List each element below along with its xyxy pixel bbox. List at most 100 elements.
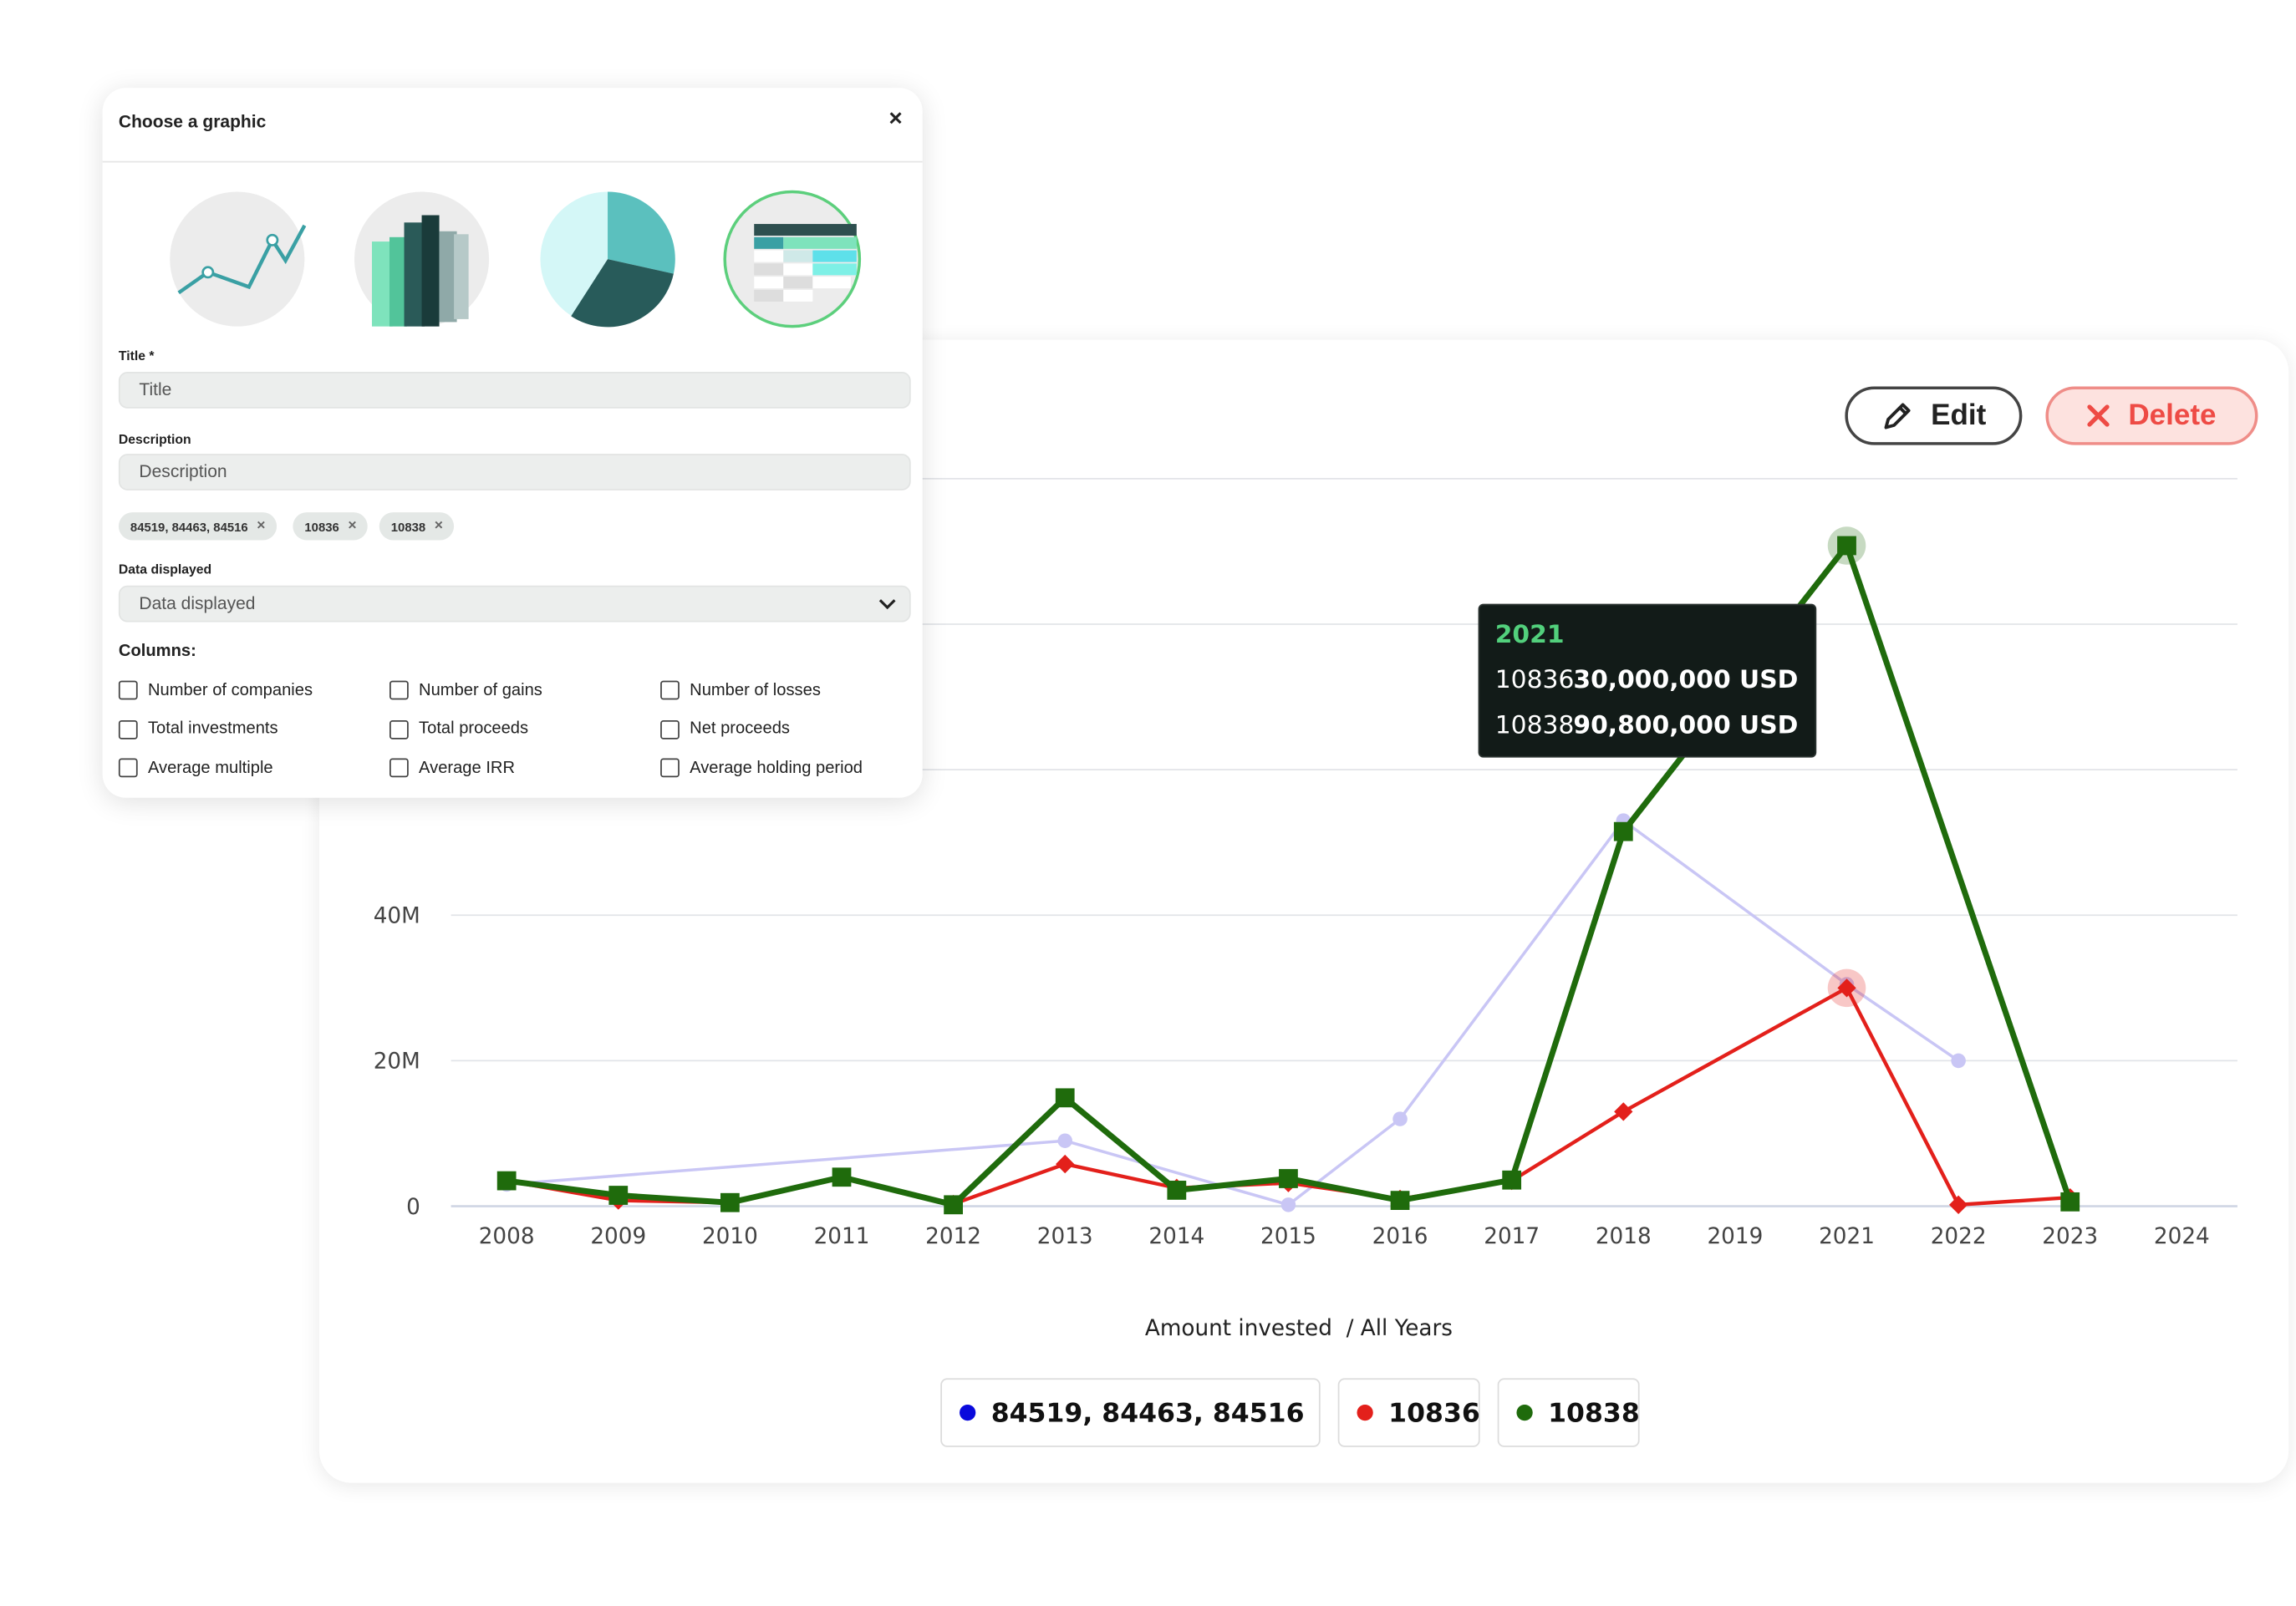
legend-label: 84519, 84463, 84516	[991, 1398, 1305, 1428]
x-tick-label: 2018	[1596, 1224, 1652, 1249]
x-tick-label: 2023	[2042, 1224, 2098, 1249]
delete-button[interactable]: Delete	[2045, 386, 2258, 445]
point	[1055, 1088, 1075, 1108]
tooltip-value: 90,800,000 USD	[1573, 710, 1798, 739]
checkbox-label: Total proceeds	[419, 719, 529, 738]
data-displayed-label: Data displayed	[118, 562, 212, 577]
checkbox[interactable]	[118, 758, 138, 778]
point	[1057, 1133, 1072, 1148]
tag-chip[interactable]: 10838 ×	[379, 512, 455, 541]
bar-option[interactable]	[354, 191, 490, 327]
point	[2060, 1192, 2080, 1212]
legend-dot	[1357, 1404, 1373, 1421]
checkbox-label: Net proceeds	[690, 719, 790, 738]
checkbox-label: Average multiple	[147, 759, 273, 777]
legend-label: 10838	[1548, 1398, 1640, 1428]
description-label: Description	[118, 431, 191, 447]
legend-item[interactable]: 10836	[1337, 1378, 1480, 1447]
point	[1837, 978, 1856, 998]
point	[720, 1192, 740, 1212]
checkbox[interactable]	[660, 719, 680, 739]
checkbox[interactable]	[389, 719, 409, 739]
column-checkbox[interactable]: Net proceeds	[660, 719, 790, 739]
title-label: Title *	[118, 348, 155, 363]
column-checkbox[interactable]: Total investments	[118, 719, 278, 739]
series-line	[507, 819, 1960, 1207]
legend-dot	[960, 1404, 976, 1421]
checkbox[interactable]	[660, 758, 680, 778]
column-checkbox[interactable]: Number of companies	[118, 680, 313, 700]
tag-remove[interactable]: ×	[348, 518, 357, 535]
x-tick-label: 2014	[1148, 1224, 1204, 1249]
tag-remove[interactable]: ×	[434, 518, 443, 535]
close-button[interactable]: ×	[888, 106, 903, 132]
legend-box	[940, 1378, 1321, 1447]
point	[1279, 1169, 1298, 1188]
x-tick-label: 2017	[1484, 1224, 1540, 1249]
edit-label: Edit	[1931, 399, 1987, 431]
x-tick-label: 2015	[1260, 1224, 1316, 1249]
column-checkbox[interactable]: Average IRR	[389, 758, 515, 778]
description-input[interactable]: Description	[118, 454, 911, 490]
tag-remove[interactable]: ×	[257, 518, 266, 535]
point	[1502, 1170, 1522, 1190]
x-tick-label: 2021	[1819, 1224, 1875, 1249]
edit-button[interactable]: Edit	[1845, 386, 2023, 445]
y-tick-label: 20M	[374, 1049, 420, 1075]
legend-box	[1337, 1378, 1480, 1447]
checkbox[interactable]	[118, 680, 138, 700]
tag-chip[interactable]: 84519, 84463, 84516 ×	[118, 512, 277, 541]
point	[1280, 1197, 1296, 1212]
checkbox-label: Number of companies	[147, 681, 313, 699]
y-tick-label: 40M	[374, 904, 420, 929]
checkbox[interactable]	[660, 680, 680, 700]
line-option[interactable]	[170, 191, 307, 327]
dialog-header	[102, 88, 923, 163]
pencil-icon	[1883, 403, 1910, 429]
x-tick-label: 2008	[479, 1224, 535, 1249]
legend-label: 10836	[1388, 1398, 1480, 1428]
checkbox[interactable]	[389, 758, 409, 778]
delete-label: Delete	[2128, 399, 2217, 431]
point	[1951, 1053, 1966, 1069]
series	[499, 813, 1966, 1212]
checkbox-label: Average holding period	[690, 759, 863, 777]
tag-text: 84519, 84463, 84516	[130, 519, 248, 534]
x-tick-label: 2013	[1037, 1224, 1093, 1249]
column-checkbox[interactable]: Average holding period	[660, 758, 863, 778]
tooltip-title: 2021	[1495, 620, 1565, 649]
column-checkbox[interactable]: Total proceeds	[389, 719, 528, 739]
point	[1837, 536, 1856, 556]
point	[608, 1186, 629, 1205]
point	[1613, 821, 1633, 841]
tag-text: 10838	[390, 519, 426, 534]
title-input[interactable]: Title	[118, 371, 911, 409]
legend-item[interactable]: 84519, 84463, 84516	[940, 1378, 1321, 1447]
legend-dot	[1516, 1404, 1533, 1421]
x-icon	[2088, 404, 2110, 427]
checkbox-label: Total investments	[147, 719, 278, 738]
checkbox-label: Number of gains	[419, 681, 542, 699]
checkbox[interactable]	[118, 719, 138, 739]
point	[832, 1167, 852, 1187]
column-checkbox[interactable]: Average multiple	[118, 758, 273, 778]
x-tick-label: 2024	[2154, 1224, 2210, 1249]
checkbox[interactable]	[389, 680, 409, 700]
column-checkbox[interactable]: Number of gains	[389, 680, 542, 700]
x-tick-label: 2009	[590, 1224, 646, 1249]
tag-chip[interactable]: 10836 ×	[293, 512, 369, 541]
tooltip-value: 30,000,000 USD	[1573, 665, 1798, 694]
x-tick-label: 2019	[1707, 1224, 1763, 1249]
column-checkbox[interactable]: Number of losses	[660, 680, 821, 700]
series	[496, 526, 2080, 1215]
point	[944, 1195, 963, 1215]
pie-option[interactable]	[540, 191, 675, 328]
table-option[interactable]	[723, 190, 862, 328]
point	[1948, 1195, 1968, 1214]
columns-label: Columns:	[118, 643, 196, 661]
legend-item[interactable]: 10838	[1497, 1378, 1640, 1447]
data-displayed-select[interactable]: Data displayed	[118, 585, 911, 623]
checkbox-label: Number of losses	[690, 681, 821, 699]
